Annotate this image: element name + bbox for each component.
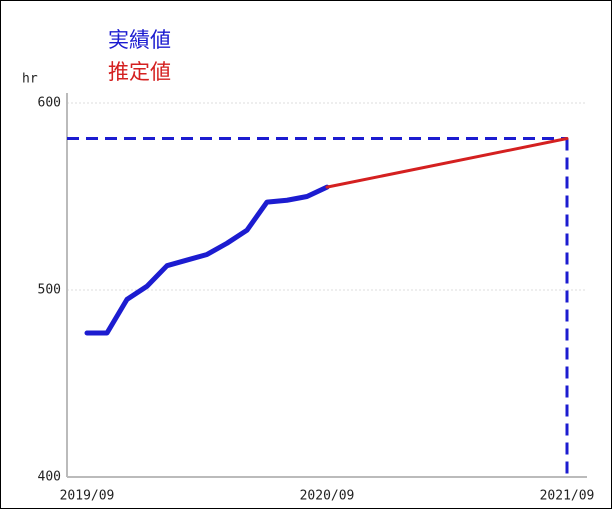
legend-entry: 推定値	[108, 60, 171, 84]
y-axis-label: hr	[22, 72, 38, 87]
y-tick-label: 600	[38, 96, 61, 111]
x-tick-label: 2020/09	[300, 489, 355, 504]
y-tick-label: 500	[38, 283, 61, 298]
series-line	[84, 184, 330, 336]
x-tick-label: 2021/09	[540, 489, 595, 504]
series-line	[325, 137, 569, 189]
y-tick-label: 400	[38, 470, 61, 485]
x-tick-label: 2019/09	[60, 489, 115, 504]
legend-entry: 実績値	[108, 28, 171, 52]
